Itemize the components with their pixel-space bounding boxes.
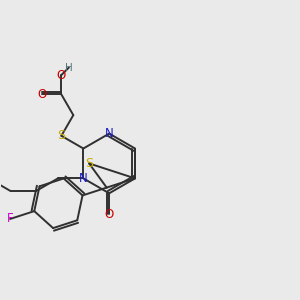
Text: S: S: [85, 157, 93, 170]
Text: O: O: [105, 208, 114, 221]
Text: O: O: [57, 68, 66, 82]
Text: N: N: [79, 172, 88, 185]
Text: S: S: [57, 129, 65, 142]
Text: H: H: [65, 63, 73, 73]
Text: O: O: [37, 88, 46, 101]
Text: N: N: [105, 127, 114, 140]
Text: F: F: [7, 212, 14, 226]
